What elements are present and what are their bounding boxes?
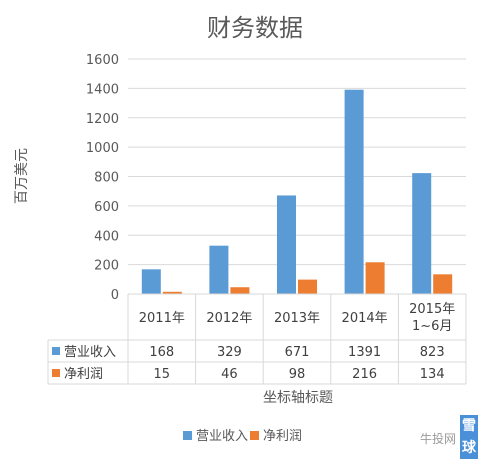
category-label: 2013年 — [274, 311, 320, 326]
table-row-label: 营业收入 — [64, 345, 116, 360]
category-label: 2014年 — [342, 311, 388, 326]
y-tick-label: 1600 — [86, 53, 119, 68]
bar-revenue — [209, 245, 229, 294]
table-cell: 134 — [420, 367, 445, 382]
table-cell: 671 — [285, 345, 310, 360]
table-cell: 216 — [352, 367, 377, 382]
bar-net-profit — [365, 262, 385, 294]
y-tick-label: 800 — [94, 171, 119, 186]
legend-label: 净利润 — [263, 429, 302, 444]
y-tick-label: 0 — [111, 288, 119, 303]
bar-net-profit — [298, 279, 317, 294]
category-label: 2012年 — [206, 311, 252, 326]
chart-title: 财务数据 — [207, 14, 303, 42]
bar-revenue — [277, 195, 296, 294]
table-cell: 46 — [221, 367, 238, 382]
y-axis-label: 百万美元 — [14, 148, 30, 204]
y-tick-label: 1000 — [86, 141, 119, 156]
watermark-badge: 雪球 — [460, 415, 478, 459]
watermark-text: 牛投网 — [419, 432, 456, 446]
table-cell: 1391 — [348, 345, 381, 360]
table-cell: 168 — [149, 345, 174, 360]
legend: 营业收入 净利润 — [183, 429, 302, 444]
y-tick-label: 1400 — [86, 82, 119, 97]
category-label: 2011年 — [139, 311, 185, 326]
bar-revenue — [141, 269, 161, 294]
bar-net-profit — [230, 287, 250, 294]
table-cell: 15 — [154, 367, 171, 382]
table-row-label: 净利润 — [64, 367, 103, 382]
table-cell: 329 — [217, 345, 242, 360]
legend-key — [250, 431, 259, 440]
y-tick-label: 400 — [94, 229, 119, 244]
legend-label: 营业收入 — [196, 429, 248, 444]
table-cell: 98 — [289, 367, 306, 382]
bar-revenue — [344, 89, 364, 295]
bar-revenue — [412, 173, 432, 294]
legend-key — [183, 431, 192, 440]
table-legend-key — [52, 347, 60, 355]
table-cell: 823 — [420, 345, 445, 360]
category-label: 2015年 1~6月 — [409, 302, 455, 334]
table-legend-key — [52, 369, 60, 377]
y-axis-ticks: 0 200 400 600 800 1000 1200 1400 1600 — [86, 53, 119, 303]
x-axis-label: 坐标轴标题 — [263, 390, 333, 406]
y-tick-label: 200 — [94, 259, 119, 274]
bars — [141, 89, 453, 295]
gridlines — [128, 58, 466, 295]
y-tick-label: 1200 — [86, 112, 119, 127]
bar-net-profit — [162, 291, 182, 294]
y-tick-label: 600 — [94, 200, 119, 215]
bar-net-profit — [433, 274, 453, 294]
